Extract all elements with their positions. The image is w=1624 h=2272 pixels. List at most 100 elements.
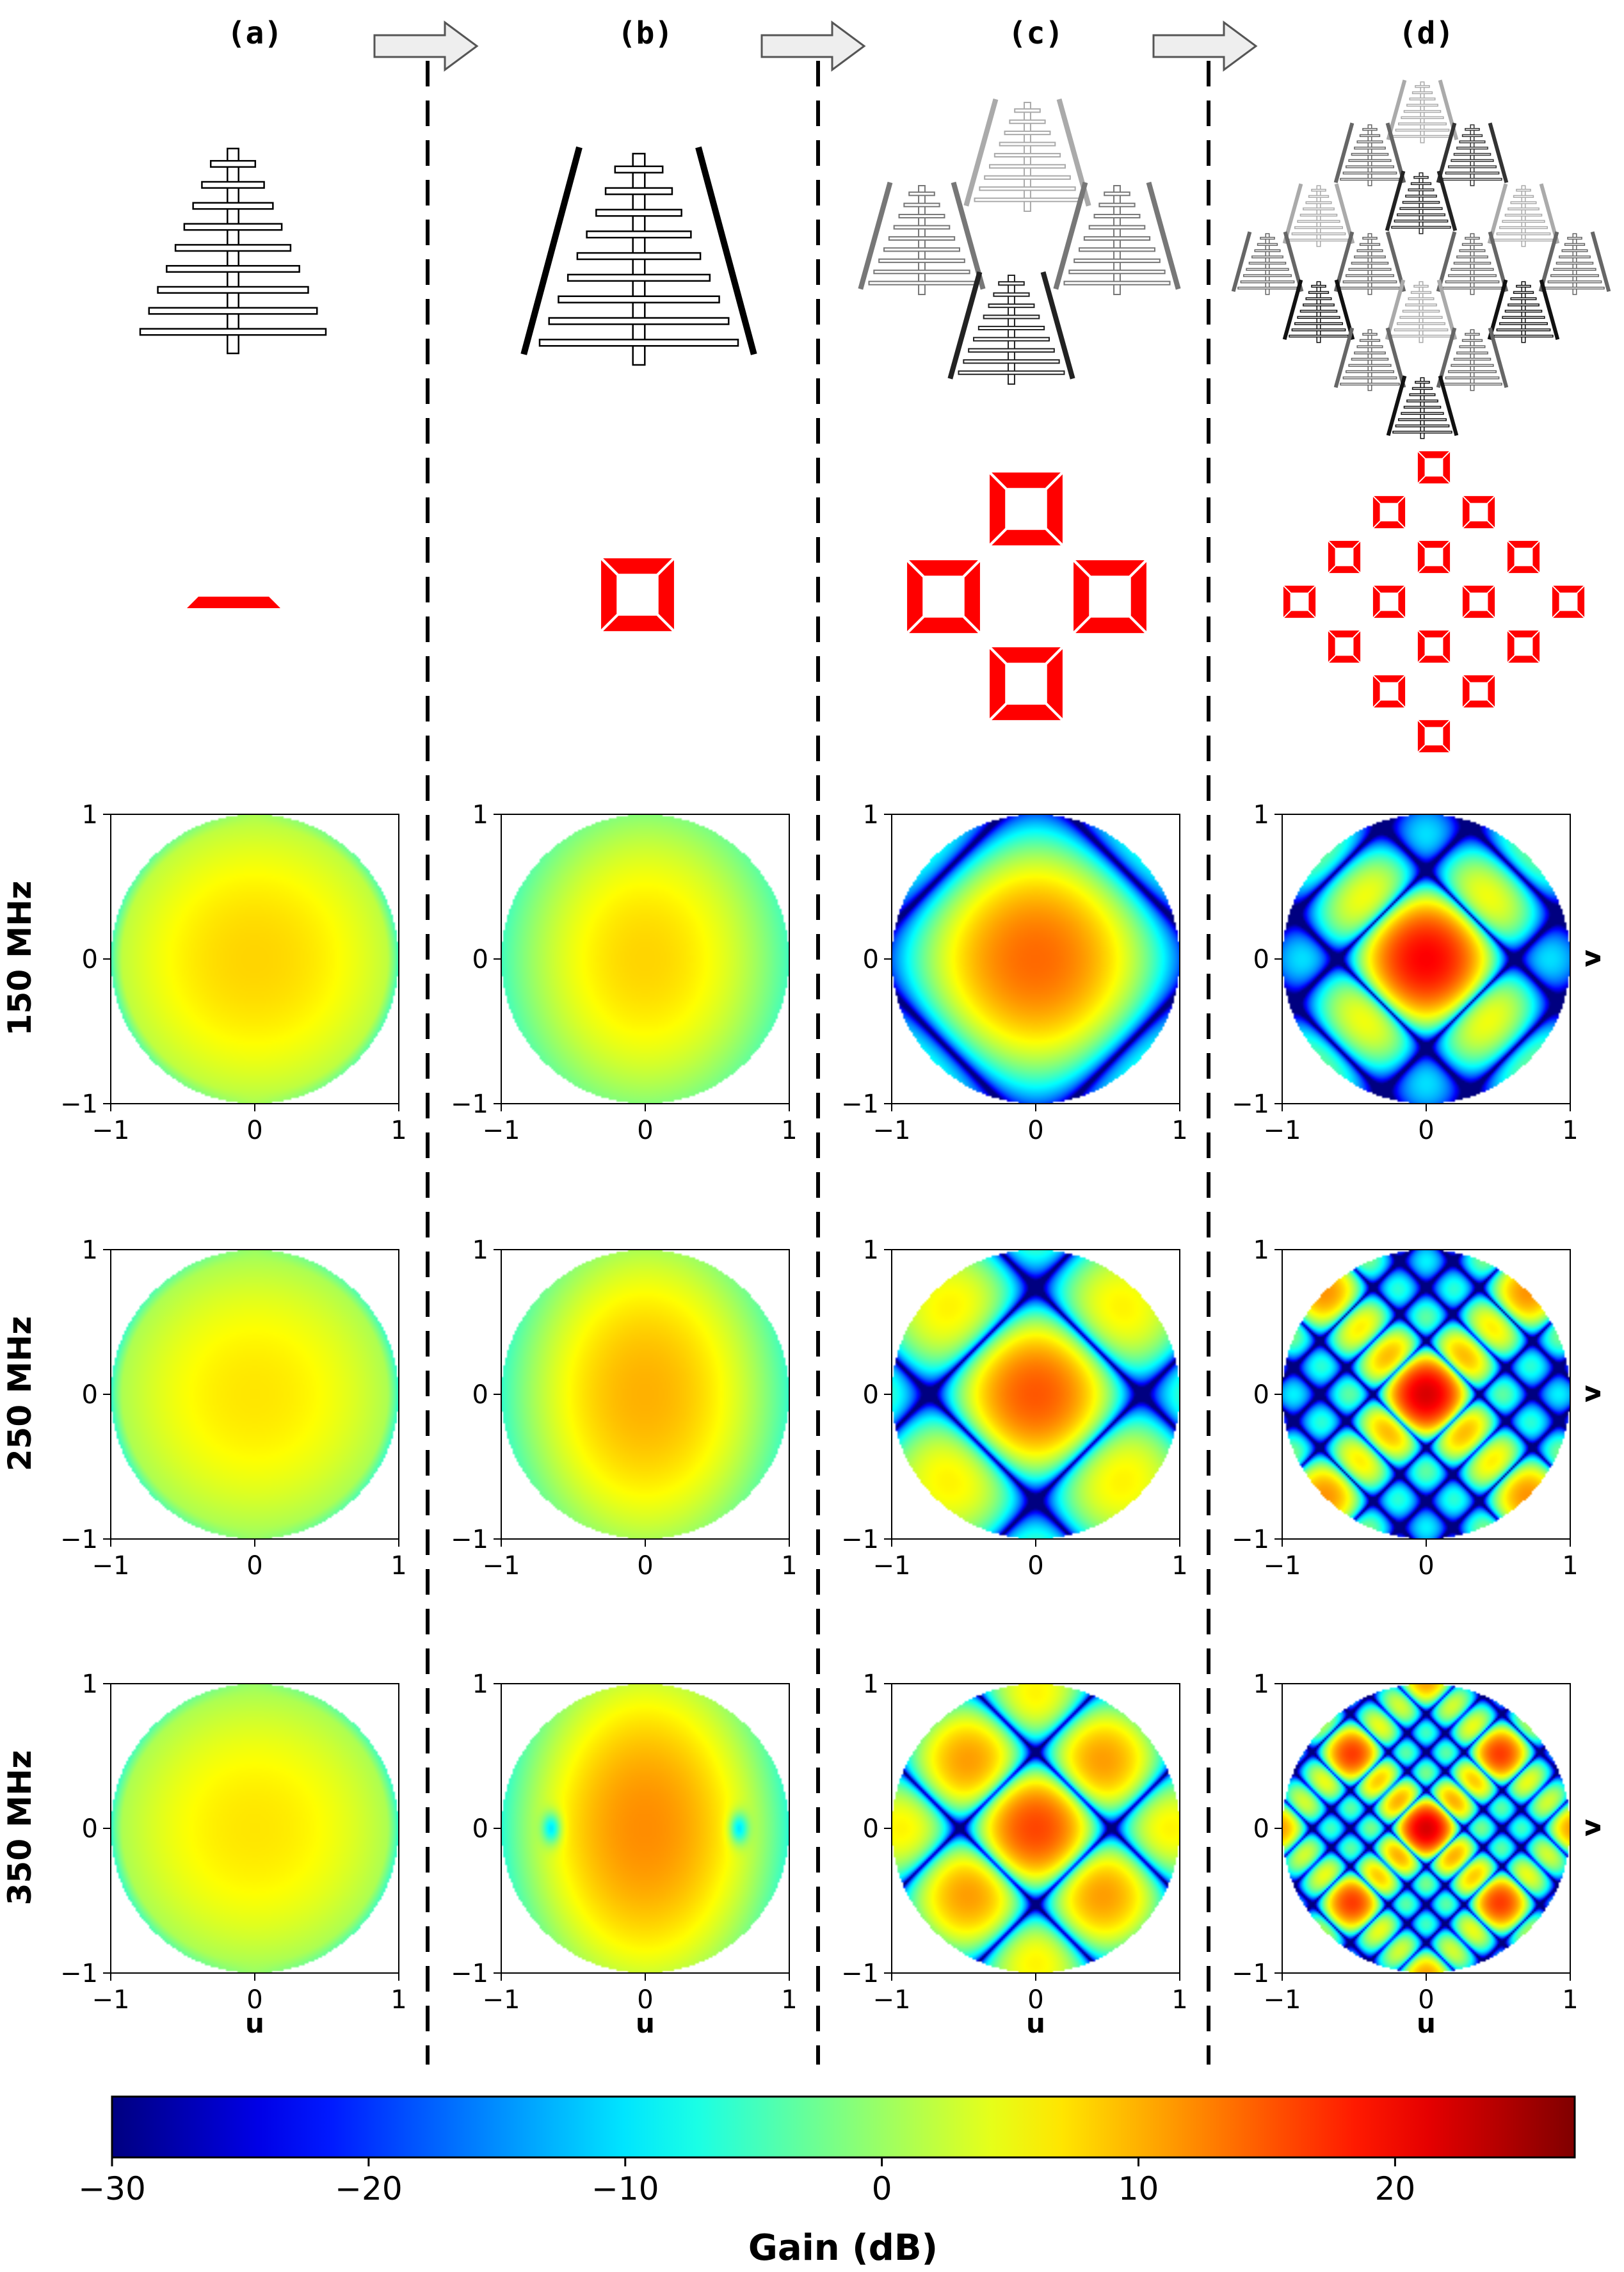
colorbar-tick-label: 20 (1375, 2170, 1416, 2207)
tile-square-icon (1326, 538, 1363, 576)
beam-heatmap (111, 1684, 399, 1973)
beam-panels: −1 0 110−1−1 0 110−1−1 0 110−1−1 0 110−1−1 0 110−1… (60, 800, 1579, 2015)
beam-panel-d-150mhz: −1 0 1 1 0 −1 (1232, 800, 1579, 1145)
y-tick-label: −1 (60, 1090, 98, 1119)
antenna-element-icon (1333, 327, 1406, 391)
x-tick-label: 1 (781, 1116, 797, 1145)
x-tick-label: 0 (246, 1116, 262, 1145)
colorbar-gradient (111, 2095, 1576, 2159)
x-tick-label: −1 (483, 1116, 520, 1145)
square-tile-layout-icon (597, 554, 679, 636)
y-tick-label: 1 (472, 1236, 488, 1265)
beam-heatmap (1282, 814, 1570, 1104)
antenna-element-icon (520, 146, 757, 366)
arrow-right-icon (1152, 20, 1258, 72)
row-labels: 150 MHz 250 MHz 350 MHz (1, 881, 38, 1905)
tile-square-icon (985, 643, 1067, 725)
x-tick-label: −1 (1264, 1551, 1301, 1581)
single-log-periodic-antenna-icon (139, 147, 327, 355)
column-label-c: (c) (1008, 15, 1064, 51)
y-tick-label: 1 (472, 1670, 488, 1699)
element-trapezoid-icon (187, 597, 280, 608)
beam-panel-b-250mhz: −1 0 1 1 0 −1 (451, 1236, 798, 1581)
colorbar-ticks: −30 −20 −10 0 10 20 (78, 2157, 1415, 2207)
four-tile-station-icon (858, 98, 1181, 385)
tile-square-icon (903, 556, 985, 638)
y-tick-label: 0 (1253, 1380, 1269, 1410)
y-axis-label-250: v (1575, 1385, 1607, 1402)
x-tick-label: 0 (1027, 1551, 1043, 1581)
column-label-b: (b) (618, 15, 673, 51)
x-tick-label: 1 (1562, 1551, 1578, 1581)
x-tick-label: 1 (1562, 1985, 1578, 2015)
y-tick-label: −1 (841, 1090, 879, 1119)
beam-panel-c-350mhz: −1 0 1 1 0 −1 (841, 1670, 1188, 2015)
beam-panel-c-150mhz: −1 0 1 1 0 −1 (841, 800, 1188, 1145)
x-axis-label-d: u (1417, 2008, 1436, 2039)
x-axis-label-c: u (1026, 2008, 1045, 2039)
column-label-a: (a) (227, 15, 283, 51)
tile-square-icon (1281, 583, 1318, 620)
y-tick-label: 0 (82, 1814, 98, 1844)
x-tick-label: 1 (781, 1985, 797, 2015)
beam-heatmap (111, 814, 399, 1104)
row-label-350: 350 MHz (1, 1750, 38, 1905)
beam-panel-a-350mhz: −1 0 1 1 0 −1 (60, 1670, 407, 2015)
colorbar-tick-label: 10 (1118, 2170, 1159, 2207)
arrow-right-icon (760, 20, 866, 72)
tile-square-icon (985, 468, 1067, 550)
x-tick-label: 0 (246, 1551, 262, 1581)
y-tick-label: 0 (472, 1380, 488, 1410)
antenna-element-icon (1385, 170, 1458, 234)
x-tick-label: 1 (1562, 1116, 1578, 1145)
antenna-element-icon (1436, 231, 1509, 295)
antenna-element-icon (1333, 122, 1406, 186)
column-dividers (426, 61, 1210, 2065)
antenna-element-icon (1282, 279, 1355, 343)
tile-square-icon (1069, 556, 1151, 638)
column-labels: (a) (b) (c) (d) (227, 15, 1454, 51)
axis-labels: u u u u v v v (245, 949, 1607, 2039)
x-tick-label: 0 (246, 1985, 262, 2015)
x-tick-label: 1 (1171, 1116, 1187, 1145)
x-tick-label: 0 (1027, 1985, 1043, 2015)
y-tick-label: 0 (472, 945, 488, 974)
row-label-150: 150 MHz (1, 881, 38, 1036)
x-tick-label: −1 (92, 1985, 130, 2015)
x-tick-label: 1 (390, 1116, 406, 1145)
x-tick-label: 0 (1027, 1116, 1043, 1145)
x-tick-label: −1 (1264, 1985, 1301, 2015)
x-tick-label: −1 (1264, 1116, 1301, 1145)
antenna-element-icon (1386, 375, 1459, 439)
colorbar-tick-label: −20 (335, 2170, 403, 2207)
beam-panel-a-150mhz: −1 0 1 1 0 −1 (60, 800, 407, 1145)
y-tick-label: −1 (60, 1525, 98, 1554)
y-tick-label: 1 (1253, 800, 1269, 830)
colorbar-title: Gain (dB) (748, 2227, 938, 2269)
beam-panel-d-250mhz: −1 0 1 1 0 −1 (1232, 1236, 1579, 1581)
beam-heatmap (892, 1250, 1180, 1539)
beam-heatmap (111, 1250, 399, 1539)
colorbar-tick-label: −30 (78, 2170, 146, 2207)
y-tick-label: 1 (863, 1236, 879, 1265)
x-tick-label: −1 (873, 1985, 911, 2015)
x-axis-label-b: u (636, 2008, 655, 2039)
x-tick-label: 1 (390, 1551, 406, 1581)
antenna-element-icon (1436, 327, 1509, 391)
tile-square-icon (1371, 583, 1408, 620)
x-tick-label: 1 (781, 1551, 797, 1581)
beam-heatmap (892, 1684, 1180, 1973)
x-tick-label: 1 (390, 1985, 406, 2015)
progression-arrows (373, 20, 1258, 72)
y-axis-label-350: v (1575, 1819, 1607, 1836)
y-tick-label: −1 (451, 1959, 488, 1988)
x-tick-label: 0 (637, 1116, 653, 1145)
x-tick-label: 1 (1171, 1551, 1187, 1581)
beam-heatmap (501, 1684, 789, 1973)
antenna-element-icon (1487, 279, 1560, 343)
y-tick-label: 1 (82, 800, 98, 830)
beam-panel-d-350mhz: −1 0 1 1 0 −1 (1232, 1670, 1579, 2015)
y-tick-label: 1 (82, 1236, 98, 1265)
y-tick-label: 1 (472, 800, 488, 830)
